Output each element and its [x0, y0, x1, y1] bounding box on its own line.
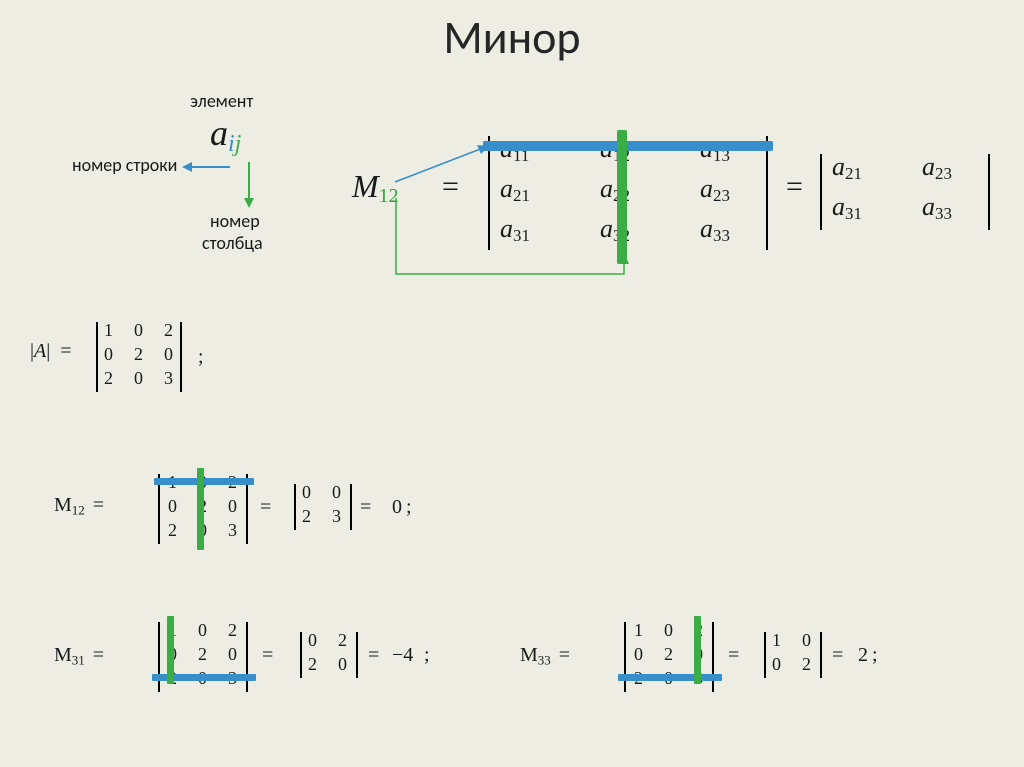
- ex1-col-strike: [197, 468, 204, 550]
- detA-bar-l: [96, 322, 98, 392]
- arrow-col: [242, 162, 256, 208]
- ex2-label: M31 =: [54, 644, 104, 668]
- ex3-semi: ;: [872, 644, 878, 667]
- top-det-bar-r: [766, 136, 768, 250]
- ex3-value: 2: [858, 644, 868, 667]
- ex2-col-strike: [167, 616, 174, 684]
- ex3-bar-r: [712, 622, 714, 692]
- ex2-eq2: =: [262, 644, 273, 667]
- page-title: Минор: [0, 10, 1024, 66]
- M12-M: M: [352, 168, 379, 204]
- arrow-M-to-row: [385, 140, 495, 190]
- ex2-res-bar-l: [300, 632, 302, 678]
- ex3-bar-l: [624, 622, 626, 692]
- ex1-res-bar-l: [294, 484, 296, 530]
- ex3-col-strike: [694, 616, 701, 684]
- top-eq-1: =: [442, 170, 459, 204]
- top-res-bar-r: [988, 154, 990, 230]
- ex3-row-strike: [618, 674, 722, 681]
- label-row-index: номер строки: [72, 154, 177, 176]
- ex3-res-bar-l: [764, 632, 766, 678]
- ex3-eq2: =: [728, 644, 739, 667]
- aij-a: a: [210, 113, 228, 153]
- ex2-eq3: =: [368, 644, 379, 667]
- ex3-res-bar-r: [820, 632, 822, 678]
- aij-j: j: [235, 131, 242, 157]
- aij-i: i: [228, 131, 235, 157]
- ex2-res-bar-r: [356, 632, 358, 678]
- ex1-row-strike: [154, 478, 254, 485]
- detA-bar-r: [180, 322, 182, 392]
- ex1-res-bar-r: [350, 484, 352, 530]
- detA-semi: ;: [198, 346, 204, 369]
- ex2-bar-r: [246, 622, 248, 692]
- label-col-index-2: столбца: [202, 232, 263, 254]
- ex2-value: −4: [392, 644, 413, 667]
- label-col-index-1: номер: [210, 210, 260, 232]
- ex1-value: 0: [392, 496, 402, 519]
- detA: |A| =: [30, 340, 78, 363]
- ex1-eq2: =: [260, 496, 271, 519]
- ex2-semi: ;: [424, 644, 430, 667]
- arrow-row: [182, 160, 232, 174]
- ex2-bar-l: [158, 622, 160, 692]
- aij-symbol: aij: [210, 112, 241, 158]
- top-strike-col: [617, 130, 627, 264]
- ex3-eq3: =: [832, 644, 843, 667]
- ex1-label: M12 =: [54, 494, 104, 518]
- ex1-semi: ;: [406, 496, 412, 519]
- top-strike-row: [483, 141, 773, 151]
- label-element: элемент: [190, 90, 253, 112]
- ex3-label: M33 =: [520, 644, 570, 668]
- top-det-bar-l: [488, 136, 490, 250]
- top-res-bar-l: [820, 154, 822, 230]
- top-eq-2: =: [786, 170, 803, 204]
- ex1-eq3: =: [360, 496, 371, 519]
